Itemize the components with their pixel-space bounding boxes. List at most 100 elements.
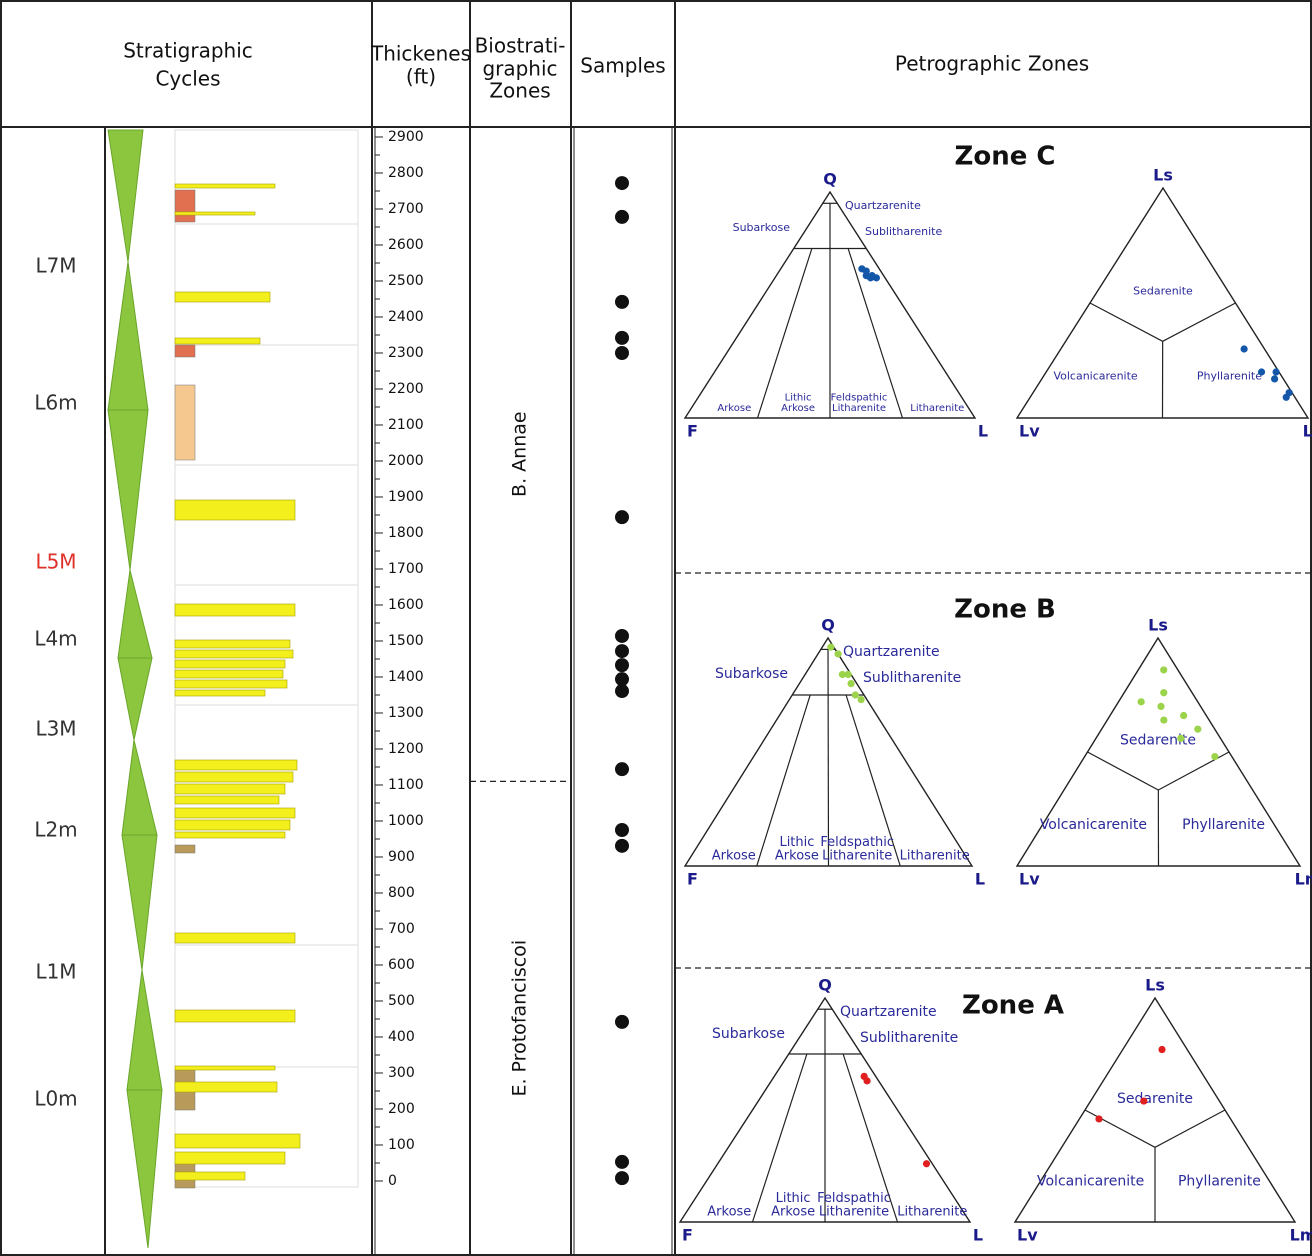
lithology-column xyxy=(174,129,359,1189)
field-label: Quartzarenite xyxy=(840,1004,937,1020)
composition-point xyxy=(1240,345,1248,353)
tick-label: 900 xyxy=(388,849,415,865)
field-label: Feldspathic xyxy=(820,835,894,850)
composition-point xyxy=(863,1077,871,1085)
sample-dot xyxy=(615,294,629,309)
field-label: Litharenite xyxy=(822,849,892,864)
litho-panel xyxy=(174,344,359,466)
cycle-label: L5M xyxy=(35,550,76,574)
tick-label: 1400 xyxy=(388,669,424,685)
litho-bed xyxy=(174,669,284,679)
field-label: Litharenite xyxy=(819,1205,889,1220)
apex-label: Q xyxy=(821,616,835,635)
litho-block xyxy=(174,344,196,358)
sample-dot xyxy=(615,1171,629,1186)
apex-label: Q xyxy=(818,976,832,995)
litho-bed xyxy=(174,783,286,795)
litho-panel xyxy=(174,944,359,1068)
tick-label: 2400 xyxy=(388,309,424,325)
field-label: Sedarenite xyxy=(1117,1091,1193,1107)
composition-point xyxy=(1158,1045,1166,1054)
sample-dot xyxy=(615,330,629,345)
litho-block xyxy=(174,189,196,223)
tick-label: 1800 xyxy=(388,525,424,541)
litho-panel xyxy=(174,464,359,586)
tick-label: 100 xyxy=(388,1137,415,1153)
tick-label: 2500 xyxy=(388,273,424,289)
composition-point xyxy=(1140,1097,1148,1105)
tick-label: 300 xyxy=(388,1065,415,1081)
composition-point xyxy=(1160,716,1168,724)
header-text: Stratigraphic xyxy=(123,39,253,63)
tick-label: 2000 xyxy=(388,453,424,469)
litho-bed xyxy=(174,795,280,805)
tick-label: 1500 xyxy=(388,633,424,649)
composition-point xyxy=(1271,375,1279,383)
tick-label: 2200 xyxy=(388,381,424,397)
sample-dot xyxy=(615,1014,629,1029)
cycle-shape xyxy=(107,409,149,571)
field-label: Volcanicarenite xyxy=(1040,817,1147,833)
field-label: Feldspathic xyxy=(831,393,888,404)
composition-point xyxy=(1180,711,1188,720)
field-label: Phyllarenite xyxy=(1182,817,1265,833)
cycle-label: L3M xyxy=(35,717,76,741)
litho-bed xyxy=(174,689,266,697)
tick-label: 1200 xyxy=(388,741,424,757)
composition-point xyxy=(851,691,859,699)
tick-label: 1100 xyxy=(388,777,424,793)
apex-label: Ls xyxy=(1145,976,1165,995)
composition-point xyxy=(1272,368,1280,376)
litho-bed xyxy=(174,639,291,649)
composition-point xyxy=(1194,725,1202,733)
cycle-label: L1M xyxy=(35,960,76,984)
field-label: Litharenite xyxy=(897,1205,967,1220)
field-boundary xyxy=(847,248,904,419)
litho-bed xyxy=(174,679,288,689)
litho-bed xyxy=(174,932,296,944)
header-text: Thickenes xyxy=(370,42,471,66)
composition-point xyxy=(867,274,875,282)
field-label: Litharenite xyxy=(900,849,970,864)
tick-label: 700 xyxy=(388,921,415,937)
field-label: Lithic xyxy=(776,1191,811,1206)
composition-point xyxy=(1137,698,1145,706)
cycle-diamonds xyxy=(107,129,163,1249)
litho-bed xyxy=(174,291,271,303)
apex-label: Lv xyxy=(1019,870,1040,889)
litho-bed xyxy=(174,807,296,819)
field-label: Sublitharenite xyxy=(860,1030,958,1046)
tick-label: 1600 xyxy=(388,597,424,613)
zone-title: Zone B xyxy=(954,595,1056,625)
composition-point xyxy=(838,670,847,679)
cycle-label: L2m xyxy=(34,818,77,842)
field-label: Quartzarenite xyxy=(845,199,921,212)
tick-label: 2100 xyxy=(388,417,424,433)
apex-label: Lm xyxy=(1295,870,1312,889)
apex-label: Ls xyxy=(1153,166,1173,185)
field-boundary xyxy=(1087,751,1159,791)
composition-point xyxy=(872,274,881,282)
field-boundary xyxy=(756,248,813,419)
field-boundary xyxy=(1154,1109,1226,1148)
composition-point xyxy=(1095,1115,1103,1123)
composition-point xyxy=(1157,702,1165,711)
field-label: Arkose xyxy=(707,1205,751,1220)
litho-block xyxy=(174,844,196,854)
composition-point xyxy=(1282,393,1290,401)
composition-point xyxy=(847,680,855,688)
field-boundary xyxy=(756,694,811,867)
header-text: Cycles xyxy=(155,67,220,91)
tick-label: 2600 xyxy=(388,237,424,253)
header-text: Biostrati- xyxy=(475,34,566,58)
field-label: Subarkose xyxy=(712,1026,785,1042)
tick-label: 1700 xyxy=(388,561,424,577)
header-text: Zones xyxy=(489,79,550,103)
tick-label: 200 xyxy=(388,1101,415,1117)
litho-bed xyxy=(174,1009,296,1023)
composition-point xyxy=(1160,666,1168,674)
composition-point xyxy=(834,650,842,658)
apex-label: L xyxy=(973,1226,983,1245)
